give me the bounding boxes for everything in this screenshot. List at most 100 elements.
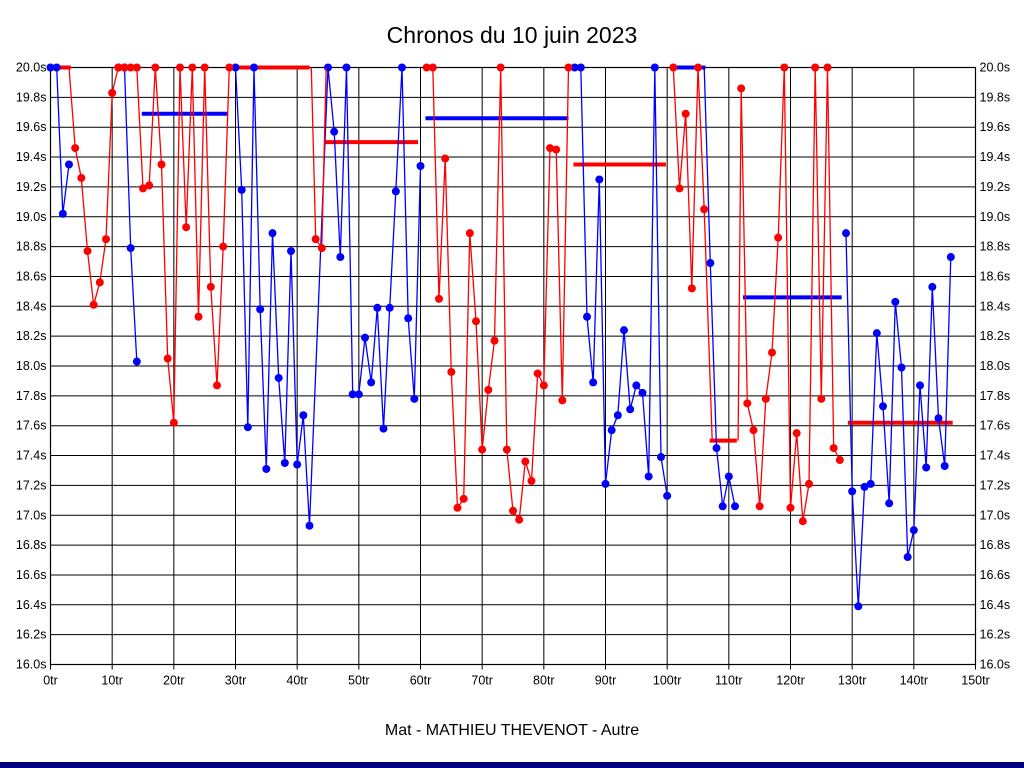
lap-dot (940, 461, 949, 470)
lap-dot (558, 396, 567, 405)
y-tick-label: 17.4s (16, 449, 47, 463)
y-tick-label: 17.0s (16, 508, 47, 522)
lap-dot (77, 173, 86, 182)
y-tick-label: 16.6s (980, 568, 1011, 582)
lap-dot (416, 162, 425, 171)
y-tick-label: 18.8s (980, 240, 1011, 254)
y-tick-label: 19.2s (16, 180, 47, 194)
lap-dot (805, 479, 813, 488)
lap-dot (601, 479, 610, 488)
lap-dot (650, 63, 659, 72)
x-tick-label: 20tr (163, 674, 185, 688)
lap-dot (243, 423, 252, 432)
lap-line (737, 67, 841, 522)
lap-dot (657, 453, 665, 462)
lap-dot (256, 305, 265, 314)
x-tick-label: 70tr (471, 674, 493, 688)
y-tick-label: 19.0s (16, 210, 47, 224)
lap-dot (176, 63, 184, 72)
y-tick-label: 16.0s (16, 658, 47, 672)
y-tick-label: 16.8s (980, 538, 1011, 552)
y-tick-label: 19.6s (16, 120, 47, 134)
series-blue-driver-laps (46, 63, 955, 611)
lap-dot (761, 394, 770, 403)
x-tick-label: 60tr (410, 674, 432, 688)
lap-dot (854, 602, 863, 611)
y-tick-label: 19.0s (980, 210, 1011, 224)
lap-dot (663, 491, 672, 500)
lap-dot (213, 381, 221, 390)
y-tick-label: 19.4s (16, 150, 47, 164)
gridlines (50, 67, 976, 670)
lap-dot (583, 312, 591, 321)
lap-line (574, 66, 668, 496)
lap-dot (515, 515, 524, 524)
lap-dot (490, 336, 499, 345)
lap-dot (65, 160, 73, 169)
lap-dot (465, 229, 474, 238)
x-tick-label: 140tr (900, 674, 929, 688)
lap-dot (607, 426, 616, 435)
x-tick-label: 150tr (961, 674, 990, 688)
lap-line (50, 66, 70, 214)
bottom-window-strip (0, 762, 1024, 768)
lap-dot (638, 388, 647, 397)
x-tick-label: 110tr (715, 674, 743, 688)
lap-dot (626, 405, 635, 414)
lap-dot (287, 247, 295, 256)
lap-dot (447, 367, 456, 376)
lap-dot (829, 444, 838, 453)
x-tick-label: 30tr (225, 674, 247, 688)
lap-dot (250, 63, 258, 72)
plot-border (49, 66, 977, 666)
lap-dot (564, 63, 573, 72)
y-tick-label: 20.0s (16, 61, 47, 75)
x-tick-label: 40tr (286, 674, 308, 688)
lap-line (68, 66, 230, 423)
lap-dot (391, 187, 400, 196)
y-tick-label: 19.6s (980, 120, 1011, 134)
lap-dot (694, 63, 702, 72)
chart-title: Chronos du 10 juin 2023 (386, 22, 638, 48)
lap-dot (157, 160, 166, 169)
lap-dot (231, 63, 240, 72)
lap-dot (398, 63, 406, 72)
lap-dot (823, 63, 832, 72)
lap-dot (527, 476, 536, 485)
y-axis-labels-left: 20.0s 19.8s 19.6s 19.4s 19.2s 19.0s 18.8s 18.6s… (16, 61, 47, 672)
y-tick-label: 18.6s (980, 269, 1011, 283)
lap-dot (182, 223, 191, 232)
y-tick-label: 17.8s (16, 389, 47, 403)
lap-dot (422, 63, 431, 72)
lap-dot (848, 487, 857, 496)
lap-dot (120, 63, 129, 72)
lap-dot (595, 175, 604, 184)
lap-dot (336, 253, 345, 262)
lap-dot (891, 297, 900, 306)
lap-dot (441, 154, 450, 163)
lap-dot (126, 244, 135, 253)
driver-footer-label: Mat - MATHIEU THEVENOT - Autre (384, 722, 640, 739)
lap-dot (792, 429, 801, 438)
lap-dot (502, 445, 511, 454)
lap-dot (879, 402, 887, 411)
lap-dot (169, 418, 178, 427)
lap-dot (206, 282, 215, 291)
lap-dot (305, 521, 314, 530)
lap-dot (268, 229, 277, 238)
lap-dot (428, 63, 437, 72)
lap-dot (367, 378, 376, 387)
lap-dot (835, 456, 844, 465)
lap-dot (903, 553, 912, 562)
y-tick-label: 18.0s (16, 359, 47, 373)
lap-dot (385, 303, 394, 312)
lap-dot (897, 363, 906, 372)
lap-dot (496, 63, 505, 72)
lap-line (426, 66, 570, 522)
lap-dot (46, 63, 55, 72)
lap-line (845, 233, 952, 607)
lap-dot (669, 63, 678, 72)
y-tick-label: 17.6s (980, 419, 1011, 433)
lap-dot (755, 502, 764, 511)
lap-line (234, 67, 422, 526)
